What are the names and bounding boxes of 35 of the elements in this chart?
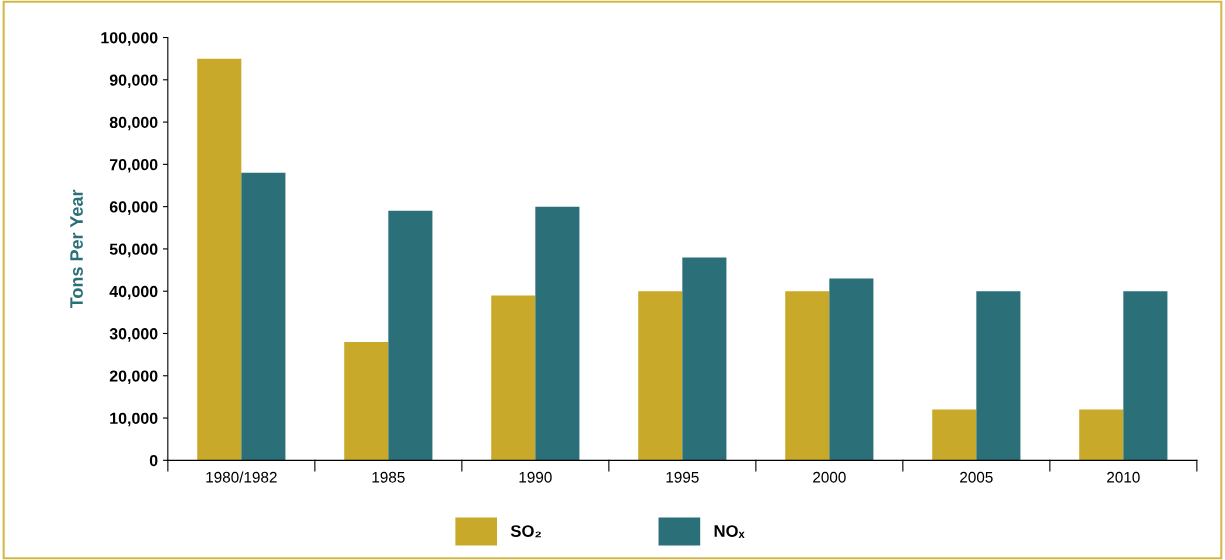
x-tick-label: 1990 — [519, 471, 552, 483]
bar — [1079, 409, 1124, 461]
bar — [932, 409, 977, 461]
bar — [388, 210, 433, 461]
y-tick-label: 80,000 — [109, 116, 158, 131]
y-tick-label: 60,000 — [109, 201, 158, 215]
legend-label: NOₓ — [714, 525, 745, 538]
bar — [1123, 291, 1168, 461]
bar — [638, 291, 683, 461]
x-tick-label: 1980/1982 — [206, 471, 277, 483]
x-tick-label: 2005 — [960, 471, 993, 483]
legend-label: SO₂ — [510, 525, 541, 538]
y-axis-title: Tons Per Year — [70, 189, 83, 309]
y-tick-label: 20,000 — [109, 370, 158, 385]
bar — [491, 295, 536, 461]
y-tick-label: 50,000 — [109, 243, 158, 258]
y-tick-label: 100,000 — [101, 32, 158, 46]
y-tick-label: 30,000 — [109, 328, 158, 342]
x-tick-label: 1995 — [666, 471, 699, 483]
y-tick-label: 90,000 — [109, 74, 158, 89]
bar — [241, 172, 286, 461]
y-tick-label: 70,000 — [109, 158, 158, 173]
y-tick-label: 40,000 — [109, 285, 158, 300]
x-tick-label: 1985 — [372, 471, 405, 483]
y-tick-label: 10,000 — [110, 412, 158, 427]
bar — [785, 291, 830, 461]
bar — [682, 257, 727, 461]
y-tick-label: 0 — [149, 454, 158, 467]
bar — [197, 58, 242, 461]
x-tick-label: 2000 — [813, 471, 846, 483]
bar — [535, 206, 580, 461]
bar — [976, 291, 1021, 461]
bar — [344, 341, 389, 461]
bar — [829, 278, 874, 461]
x-tick-label: 2010 — [1107, 471, 1140, 483]
